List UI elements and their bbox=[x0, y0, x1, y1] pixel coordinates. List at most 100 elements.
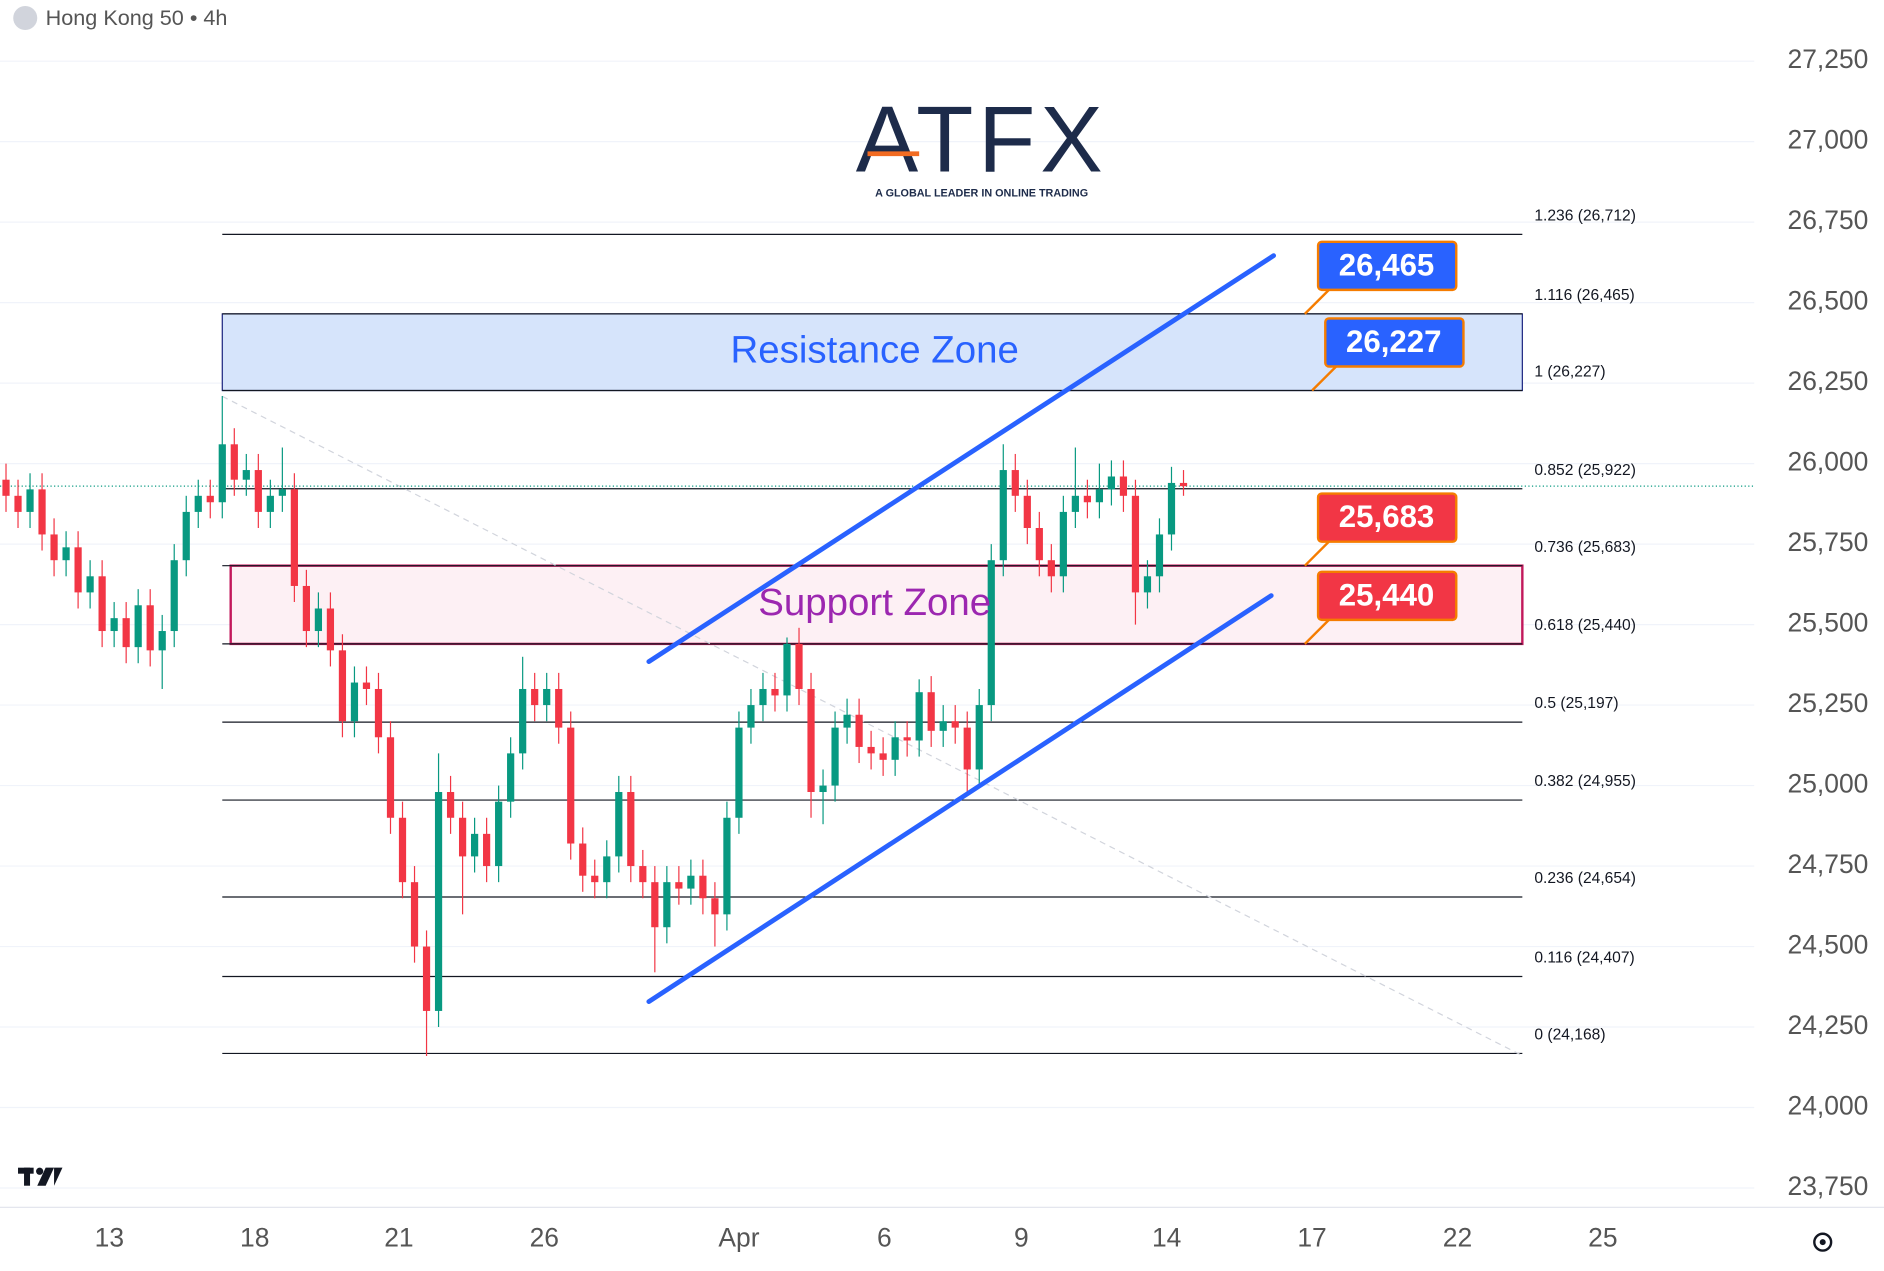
candle-body bbox=[723, 817, 731, 915]
candle-body bbox=[831, 727, 839, 786]
candle-body bbox=[615, 792, 623, 857]
candle-body bbox=[927, 692, 935, 731]
candle-body bbox=[483, 833, 491, 867]
candle-body bbox=[663, 882, 671, 928]
candle-body bbox=[1179, 482, 1188, 487]
candle-body bbox=[903, 737, 911, 741]
y-tick-label: 26,250 bbox=[1788, 366, 1869, 396]
zone bbox=[229, 564, 1524, 646]
candle-body bbox=[819, 785, 827, 793]
candle-body bbox=[1035, 528, 1043, 561]
fib-label: 1.116 (26,465) bbox=[1534, 287, 1634, 304]
candle-body bbox=[963, 727, 971, 770]
candle-body bbox=[639, 866, 647, 883]
candle-body bbox=[122, 618, 130, 648]
fib-label: 0 (24,168) bbox=[1534, 1027, 1605, 1044]
candle-body bbox=[939, 721, 947, 731]
candle-body bbox=[471, 833, 479, 857]
candle-body bbox=[687, 875, 695, 889]
y-tick-label: 26,000 bbox=[1788, 447, 1869, 477]
candle-body bbox=[362, 682, 371, 689]
callout-label: 26,465 bbox=[1339, 247, 1435, 282]
candle-body bbox=[591, 875, 599, 883]
candle-body bbox=[855, 714, 863, 747]
candle-body bbox=[1143, 576, 1152, 593]
candle-body bbox=[194, 495, 202, 512]
candle-body bbox=[350, 682, 359, 722]
candle-body bbox=[771, 688, 779, 696]
candle-body bbox=[759, 688, 767, 706]
callout-box bbox=[1316, 492, 1458, 543]
candle-body bbox=[1131, 495, 1140, 593]
candle-body bbox=[134, 605, 142, 648]
candle-body bbox=[290, 489, 298, 586]
candle-body bbox=[651, 882, 659, 928]
candle-body bbox=[579, 843, 587, 876]
candle-body bbox=[98, 576, 106, 632]
y-tick-label: 25,250 bbox=[1788, 688, 1869, 718]
y-tick-label: 24,000 bbox=[1788, 1091, 1869, 1121]
candle-body bbox=[158, 631, 166, 651]
candle-body bbox=[999, 470, 1007, 561]
candle-body bbox=[338, 650, 347, 722]
y-tick-label: 26,500 bbox=[1788, 286, 1869, 316]
fib-label: 0.736 (25,683) bbox=[1534, 539, 1636, 556]
candle-body bbox=[242, 470, 250, 480]
candle-body bbox=[26, 489, 34, 512]
x-tick-label: 9 bbox=[1014, 1223, 1029, 1253]
chart-title: Hong Kong 50 • 4h bbox=[46, 5, 228, 30]
candle-body bbox=[2, 479, 10, 496]
candle-body bbox=[206, 495, 214, 503]
candle-body bbox=[879, 753, 887, 760]
candle-body bbox=[543, 688, 551, 706]
callout-pointer bbox=[1304, 538, 1333, 567]
candle-body bbox=[1023, 495, 1031, 529]
channel-line bbox=[646, 253, 1277, 665]
candle-body bbox=[891, 737, 899, 760]
candle-body bbox=[951, 721, 959, 728]
fib-label: 1 (26,227) bbox=[1534, 364, 1605, 381]
candle-body bbox=[867, 746, 875, 754]
candle-body bbox=[74, 547, 82, 593]
candle-body bbox=[627, 792, 635, 867]
callout-pointer bbox=[1304, 616, 1333, 645]
candle-body bbox=[783, 643, 791, 696]
x-tick-label: 14 bbox=[1152, 1223, 1181, 1253]
candle-body bbox=[302, 585, 310, 632]
candle-body bbox=[555, 688, 563, 728]
candle-body bbox=[170, 560, 178, 632]
callout-label: 26,227 bbox=[1346, 324, 1442, 359]
callout-label: 25,440 bbox=[1339, 577, 1435, 612]
callout-box bbox=[1316, 570, 1458, 622]
candle-body bbox=[422, 946, 431, 1011]
candle-body bbox=[278, 489, 286, 496]
x-tick-label: 18 bbox=[240, 1223, 269, 1253]
y-tick-label: 24,750 bbox=[1788, 849, 1869, 879]
candle-body bbox=[699, 875, 707, 899]
candle-body bbox=[458, 817, 467, 857]
fib-label: 0.618 (25,440) bbox=[1534, 617, 1636, 634]
logo-tagline: A GLOBAL LEADER IN ONLINE TRADING bbox=[875, 187, 1088, 199]
candle-body bbox=[434, 792, 443, 1011]
symbol-icon bbox=[13, 6, 38, 31]
candle-body bbox=[495, 801, 503, 867]
candle-body bbox=[519, 688, 527, 754]
candle-body bbox=[182, 511, 190, 561]
fib-label: 0.236 (24,654) bbox=[1534, 870, 1636, 887]
candle-body bbox=[1047, 560, 1055, 577]
callout-label: 25,683 bbox=[1339, 499, 1435, 534]
callout-box bbox=[1316, 240, 1458, 292]
callout-box bbox=[1324, 317, 1465, 368]
candle-body bbox=[603, 856, 611, 883]
channel-line bbox=[646, 593, 1274, 1005]
candle-body bbox=[1083, 495, 1091, 503]
settings-icon[interactable] bbox=[1813, 1232, 1833, 1252]
x-tick-label: 21 bbox=[384, 1223, 413, 1253]
candle-body bbox=[1011, 470, 1019, 496]
fib-label: 1.236 (26,712) bbox=[1534, 207, 1636, 224]
x-tick-label: 22 bbox=[1443, 1223, 1472, 1253]
candle-body bbox=[254, 470, 262, 512]
y-tick-label: 24,250 bbox=[1788, 1010, 1869, 1040]
